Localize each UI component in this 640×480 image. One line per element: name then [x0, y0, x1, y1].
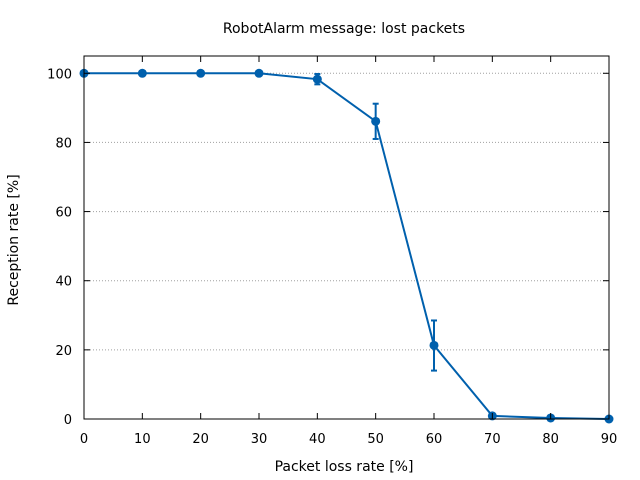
- x-tick-label: 30: [251, 432, 268, 447]
- x-tick-label: 80: [542, 432, 559, 447]
- y-axis-label: Reception rate [%]: [6, 174, 22, 305]
- x-tick-label: 10: [134, 432, 151, 447]
- y-tick-label: 20: [55, 344, 72, 359]
- x-tick-label: 0: [80, 432, 88, 447]
- data-point: [429, 340, 439, 350]
- data-point: [254, 68, 264, 78]
- y-tick-label: 40: [55, 275, 72, 290]
- x-tick-label: 70: [484, 432, 501, 447]
- x-tick-label: 60: [426, 432, 443, 447]
- y-tick-label: 0: [64, 413, 72, 428]
- data-point: [137, 68, 147, 78]
- data-points: [79, 68, 614, 424]
- data-point: [371, 116, 381, 126]
- x-tick-label: 90: [601, 432, 618, 447]
- y-tick-label: 100: [47, 67, 72, 82]
- x-tick-label: 20: [192, 432, 209, 447]
- series-line: [84, 72, 610, 420]
- chart-title: RobotAlarm message: lost packets: [223, 21, 465, 37]
- y-tick-label: 80: [55, 136, 72, 151]
- x-tick-label: 50: [367, 432, 384, 447]
- data-point: [312, 74, 322, 84]
- x-axis-label: Packet loss rate [%]: [275, 459, 414, 475]
- x-tick-label: 40: [309, 432, 326, 447]
- data-point: [196, 68, 206, 78]
- grid: [84, 72, 609, 351]
- y-tick-label: 60: [55, 206, 72, 221]
- plot-frame: [83, 55, 610, 420]
- axis-ticks: 0 20 40 60 80 100 0 10 20 30 40 50 60 70 80 90: [47, 56, 617, 447]
